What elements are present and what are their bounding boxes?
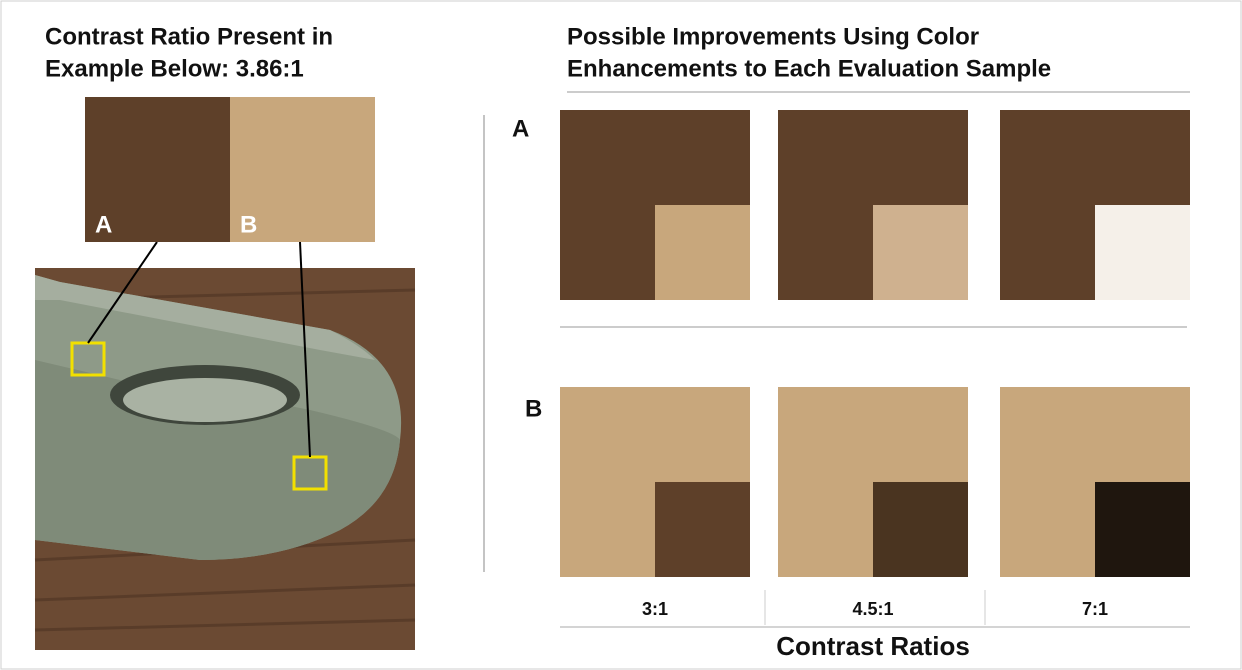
photo xyxy=(35,242,415,650)
swatch-label: B xyxy=(240,211,257,238)
sample-foreground xyxy=(655,205,750,300)
title: Contrast Ratio Present in xyxy=(45,23,333,50)
column-label: 7:1 xyxy=(1082,599,1108,619)
axis-title: Contrast Ratios xyxy=(776,631,970,661)
column-label: 3:1 xyxy=(642,599,668,619)
title: Enhancements to Each Evaluation Sample xyxy=(567,55,1051,82)
sample-foreground xyxy=(655,482,750,577)
sample-foreground xyxy=(873,482,968,577)
row-label: B xyxy=(525,395,542,422)
row-label: A xyxy=(512,115,529,142)
title: Example Below: 3.86:1 xyxy=(45,55,304,82)
sample-foreground xyxy=(873,205,968,300)
swatch-label: A xyxy=(95,211,112,238)
figure: Contrast Ratios Contrast Ratio Present i… xyxy=(0,0,1242,670)
title: Possible Improvements Using Color xyxy=(567,23,979,50)
column-label: 4.5:1 xyxy=(852,599,893,619)
sample-foreground xyxy=(1095,482,1190,577)
sample-foreground xyxy=(1095,205,1190,300)
